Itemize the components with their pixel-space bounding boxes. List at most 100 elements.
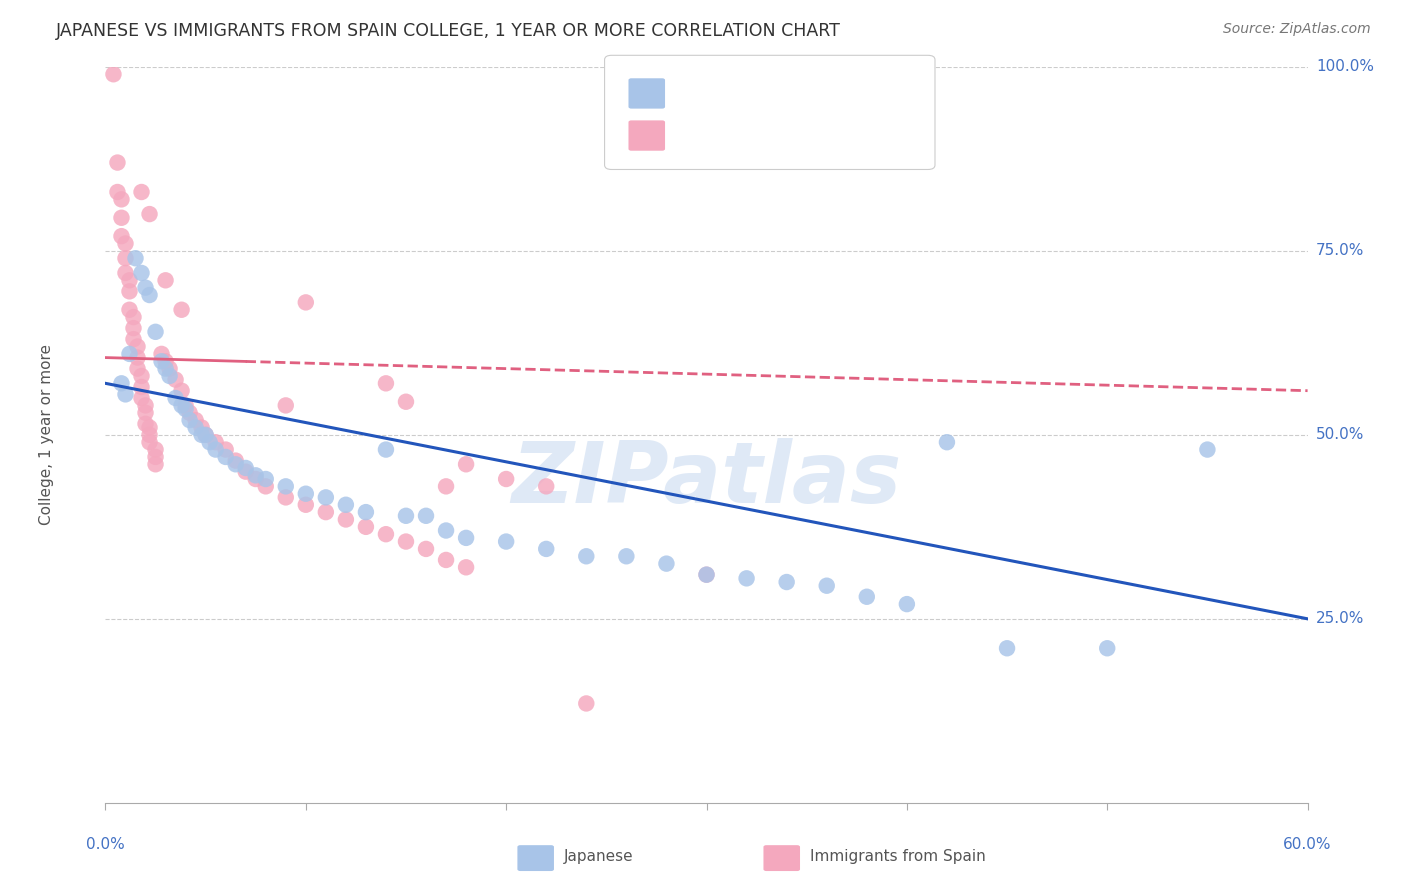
Text: ZIPatlas: ZIPatlas xyxy=(512,437,901,521)
Point xyxy=(155,354,177,368)
Point xyxy=(274,491,297,505)
Point xyxy=(118,285,141,299)
Point xyxy=(122,310,145,325)
Point xyxy=(145,442,167,457)
Point xyxy=(110,229,132,244)
Point xyxy=(395,394,418,409)
Point xyxy=(696,567,718,582)
Point xyxy=(575,549,598,564)
Point xyxy=(184,420,207,434)
Point xyxy=(118,302,141,317)
Point xyxy=(198,435,221,450)
Point xyxy=(118,273,141,287)
Point xyxy=(245,472,267,486)
Point xyxy=(145,450,167,464)
Point xyxy=(110,193,132,207)
Point xyxy=(534,541,557,556)
Point xyxy=(165,391,187,405)
Point xyxy=(159,369,181,384)
Point xyxy=(135,281,157,295)
Point xyxy=(127,351,149,365)
Point xyxy=(415,541,437,556)
Point xyxy=(159,361,181,376)
Point xyxy=(138,435,160,450)
Point xyxy=(395,534,418,549)
Point xyxy=(150,347,173,361)
Text: JAPANESE VS IMMIGRANTS FROM SPAIN COLLEGE, 1 YEAR OR MORE CORRELATION CHART: JAPANESE VS IMMIGRANTS FROM SPAIN COLLEG… xyxy=(56,22,841,40)
Point xyxy=(575,697,598,711)
Point xyxy=(995,641,1018,656)
Point xyxy=(138,420,160,434)
Point xyxy=(434,553,457,567)
Point xyxy=(274,398,297,412)
Point xyxy=(138,288,160,302)
Point xyxy=(190,428,212,442)
Point xyxy=(245,468,267,483)
Point xyxy=(107,155,129,169)
Point xyxy=(454,560,477,574)
Point xyxy=(131,380,153,394)
Point xyxy=(335,512,357,526)
Point xyxy=(395,508,418,523)
Point xyxy=(145,325,167,339)
Point xyxy=(155,361,177,376)
Point xyxy=(204,442,226,457)
Point xyxy=(122,321,145,335)
Point xyxy=(131,185,153,199)
Text: 60.0%: 60.0% xyxy=(1284,837,1331,852)
Point xyxy=(495,534,517,549)
Point xyxy=(896,597,918,611)
Point xyxy=(107,185,129,199)
Point xyxy=(145,458,167,472)
Point xyxy=(122,332,145,346)
Point xyxy=(118,347,141,361)
Text: Immigrants from Spain: Immigrants from Spain xyxy=(810,849,986,863)
Point xyxy=(295,295,318,310)
Point xyxy=(110,211,132,225)
Point xyxy=(155,273,177,287)
Point xyxy=(254,479,277,493)
Point xyxy=(495,472,517,486)
Point xyxy=(225,458,247,472)
Point xyxy=(776,575,799,590)
Point xyxy=(135,406,157,420)
Point xyxy=(190,420,212,434)
Point xyxy=(354,520,377,534)
Point xyxy=(194,428,217,442)
Point xyxy=(103,67,125,81)
Point xyxy=(138,428,160,442)
Point xyxy=(179,413,201,427)
Text: R = -0.393    N = 50: R = -0.393 N = 50 xyxy=(676,81,868,99)
Text: 50.0%: 50.0% xyxy=(1316,427,1364,442)
Point xyxy=(179,406,201,420)
Point xyxy=(315,505,337,519)
Point xyxy=(127,361,149,376)
Point xyxy=(434,479,457,493)
Point xyxy=(534,479,557,493)
Point xyxy=(415,508,437,523)
Text: 0.0%: 0.0% xyxy=(86,837,125,852)
Text: R = -0.032    N = 73: R = -0.032 N = 73 xyxy=(676,123,868,141)
Point xyxy=(114,387,136,401)
Point xyxy=(165,373,187,387)
Point xyxy=(315,491,337,505)
Text: 25.0%: 25.0% xyxy=(1316,611,1364,626)
Point xyxy=(138,207,160,221)
Point xyxy=(150,354,173,368)
Point xyxy=(110,376,132,391)
Point xyxy=(295,498,318,512)
Point xyxy=(214,450,236,464)
Text: Source: ZipAtlas.com: Source: ZipAtlas.com xyxy=(1223,22,1371,37)
Point xyxy=(735,571,758,585)
Point xyxy=(616,549,638,564)
Point xyxy=(696,567,718,582)
Point xyxy=(815,579,838,593)
Point xyxy=(170,384,193,398)
Point xyxy=(131,266,153,280)
Point xyxy=(174,402,197,417)
Point xyxy=(225,453,247,467)
Point xyxy=(214,442,236,457)
Point xyxy=(135,417,157,431)
Point xyxy=(135,398,157,412)
Point xyxy=(1097,641,1119,656)
